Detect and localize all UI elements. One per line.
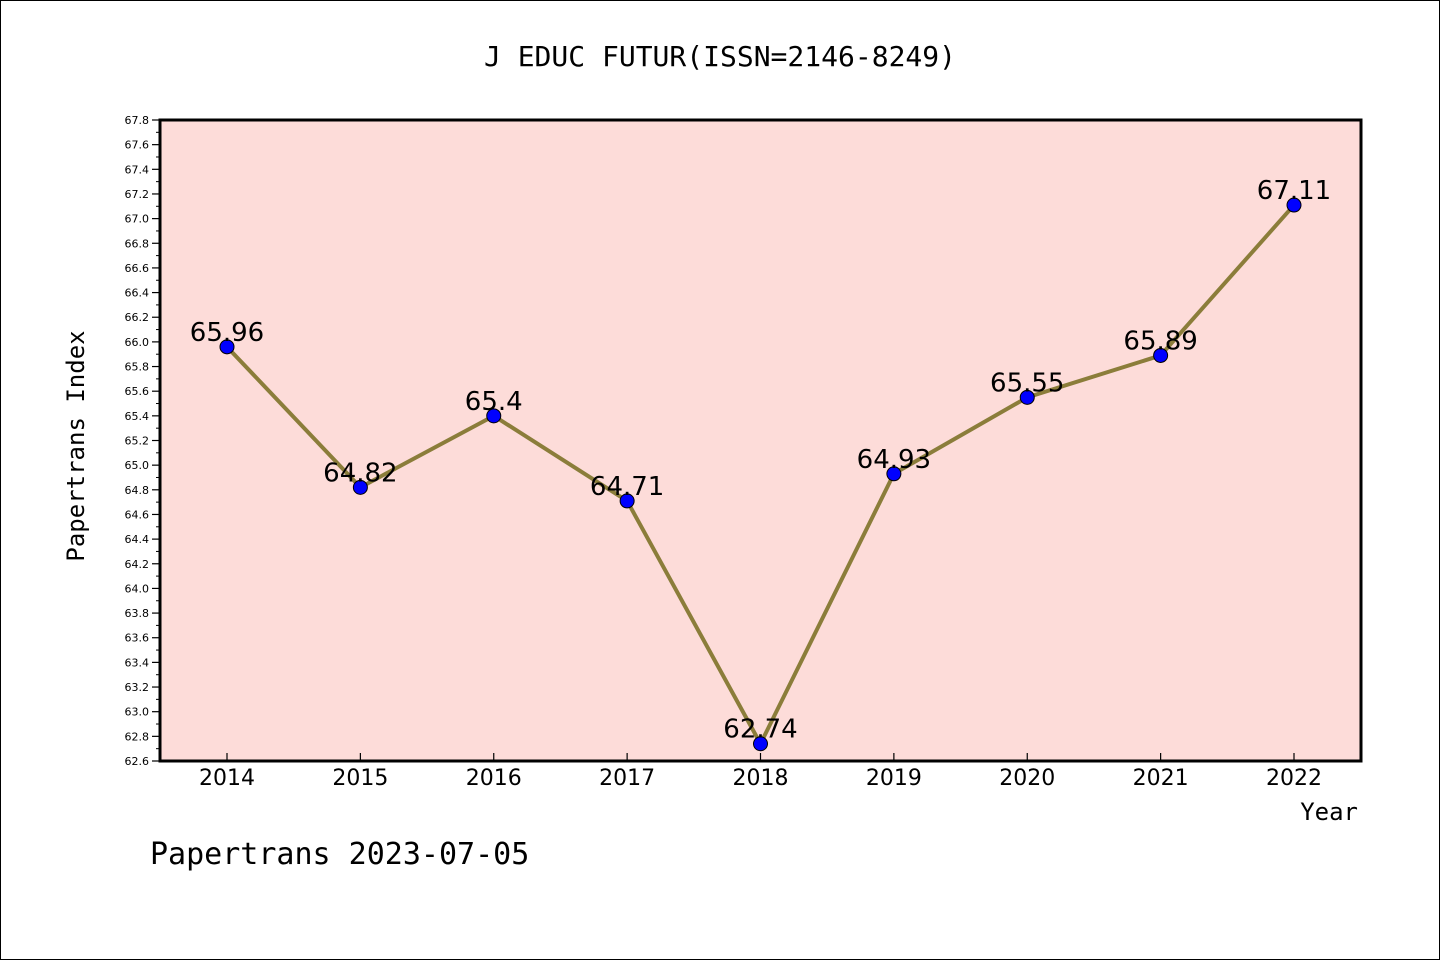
- x-tick-label: 2017: [599, 766, 655, 791]
- x-tick-label: 2016: [466, 766, 522, 791]
- data-label: 64.71: [590, 472, 664, 502]
- y-tick-label: 62.6: [125, 755, 150, 768]
- y-tick-label: 64.2: [125, 558, 150, 571]
- y-tick-label: 63.6: [125, 632, 150, 645]
- plot-area: [158, 118, 1363, 763]
- y-tick-label: 63.4: [125, 656, 150, 669]
- y-axis-title: Papertrans Index: [62, 330, 90, 561]
- data-label: 65.96: [190, 318, 264, 348]
- data-point: [1286, 197, 1302, 213]
- x-axis-title: Year: [1300, 798, 1358, 826]
- y-tick-label: 66.8: [125, 237, 150, 250]
- data-point: [886, 466, 902, 482]
- y-tick-label: 66.0: [125, 336, 150, 349]
- data-point: [753, 736, 768, 752]
- y-tick-label: 65.6: [125, 385, 150, 398]
- data-label: 65.55: [990, 368, 1064, 398]
- data-labels-group: 65.96 64.82 65.4 64.71 62.74 64.93 65.55 65.89 6…: [190, 176, 1331, 745]
- data-label: 64.93: [857, 445, 931, 475]
- y-tick-label: 66.2: [125, 311, 150, 324]
- y-tick-label: 63.0: [125, 706, 150, 719]
- y-tick-label: 66.4: [125, 287, 150, 300]
- y-tick-label: 65.2: [125, 435, 150, 448]
- y-tick-label: 67.8: [125, 114, 150, 127]
- y-tick-label: 67.6: [125, 139, 150, 152]
- y-axis: 62.6 62.8 63.0 63.2 63.4 63.6 63.8 64.0 64.2 64.4…: [125, 114, 160, 768]
- x-tick-label: 2014: [199, 766, 255, 791]
- y-tick-label: 65.4: [125, 410, 150, 423]
- y-tick-label: 67.0: [125, 213, 150, 226]
- data-label: 67.11: [1257, 176, 1331, 206]
- chart-title: J EDUC FUTUR(ISSN=2146-8249): [484, 40, 956, 73]
- data-point: [619, 493, 635, 509]
- markers-group: [219, 197, 1302, 752]
- y-tick-label: 65.8: [125, 361, 150, 374]
- data-point: [1019, 389, 1035, 405]
- x-tick-label: 2018: [733, 766, 789, 791]
- y-tick-label: 63.2: [125, 681, 150, 694]
- data-label: 65.89: [1123, 326, 1197, 356]
- x-tick-label: 2020: [999, 766, 1055, 791]
- data-label: 64.82: [323, 458, 397, 488]
- y-tick-label: 64.4: [125, 533, 150, 546]
- data-point: [1153, 347, 1169, 363]
- x-tick-label: 2021: [1133, 766, 1189, 791]
- x-tick-label: 2019: [866, 766, 922, 791]
- x-tick-label: 2015: [332, 766, 388, 791]
- y-tick-label: 63.8: [125, 607, 150, 620]
- y-tick-label: 66.6: [125, 262, 150, 275]
- y-tick-label: 64.8: [125, 484, 150, 497]
- y-tick-label: 67.2: [125, 188, 150, 201]
- footer-text: Papertrans 2023-07-05: [150, 837, 529, 872]
- data-label: 62.74: [723, 715, 797, 745]
- data-label: 65.4: [465, 387, 523, 417]
- y-tick-label: 67.4: [125, 163, 150, 176]
- y-tick-label: 64.0: [125, 582, 150, 595]
- y-tick-label: 64.6: [125, 508, 150, 521]
- y-tick-label: 65.0: [125, 459, 150, 472]
- data-point: [352, 479, 368, 495]
- x-axis: 2014 2015 2016 2017 2018 2019 2020 2021 2022: [199, 753, 1322, 791]
- x-tick-label: 2022: [1266, 766, 1322, 791]
- y-tick-label: 62.8: [125, 730, 150, 743]
- data-point: [219, 339, 235, 355]
- data-point: [486, 408, 502, 424]
